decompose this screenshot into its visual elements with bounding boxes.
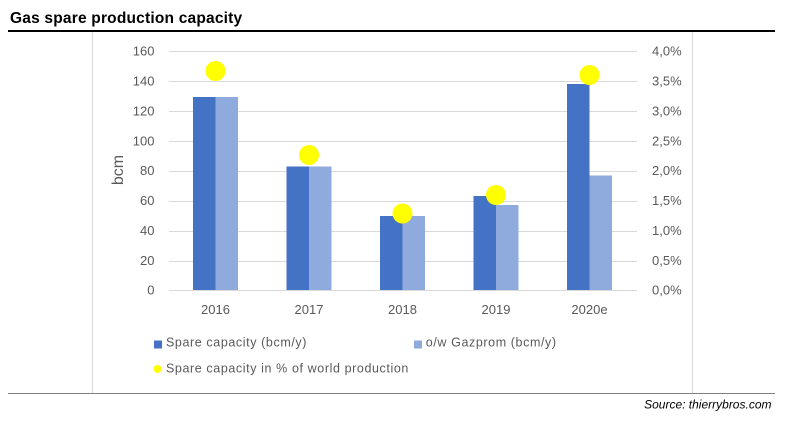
- svg-text:Gas spare production capacity: Gas spare production capacity: [10, 10, 243, 27]
- svg-text:80: 80: [140, 163, 154, 178]
- svg-text:3,5%: 3,5%: [652, 74, 682, 89]
- svg-text:2020e: 2020e: [571, 302, 607, 317]
- svg-text:0,5%: 0,5%: [652, 253, 682, 268]
- svg-text:100: 100: [133, 133, 155, 148]
- svg-text:4,0%: 4,0%: [652, 44, 682, 59]
- svg-text:Source: thierrybros.com: Source: thierrybros.com: [644, 398, 771, 412]
- svg-text:1,0%: 1,0%: [652, 223, 682, 238]
- svg-text:20: 20: [140, 253, 154, 268]
- svg-text:o/w Gazprom (bcm/y): o/w Gazprom (bcm/y): [426, 335, 557, 349]
- svg-text:2018: 2018: [388, 302, 417, 317]
- svg-text:60: 60: [140, 193, 154, 208]
- svg-text:2017: 2017: [295, 302, 324, 317]
- svg-text:40: 40: [140, 223, 154, 238]
- svg-text:3,0%: 3,0%: [652, 103, 682, 118]
- svg-text:bcm: bcm: [110, 155, 127, 185]
- svg-text:Spare capacity in % of world p: Spare capacity in % of world production: [166, 361, 409, 375]
- svg-text:120: 120: [133, 103, 155, 118]
- svg-text:Spare capacity (bcm/y): Spare capacity (bcm/y): [166, 335, 307, 349]
- svg-text:2019: 2019: [482, 302, 511, 317]
- svg-text:2,5%: 2,5%: [652, 133, 682, 148]
- svg-text:160: 160: [133, 44, 155, 59]
- svg-text:140: 140: [133, 74, 155, 89]
- svg-text:0,0%: 0,0%: [652, 283, 682, 298]
- svg-text:2,0%: 2,0%: [652, 163, 682, 178]
- svg-text:0: 0: [147, 283, 154, 298]
- svg-text:2016: 2016: [201, 302, 230, 317]
- svg-text:1,5%: 1,5%: [652, 193, 682, 208]
